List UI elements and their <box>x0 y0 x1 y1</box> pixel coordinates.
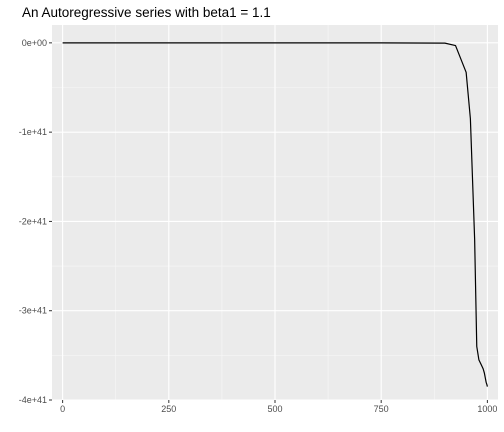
series-group <box>62 42 488 387</box>
y-axis-ticks: 0e+00 -1e+41 -2e+41 -3e+41 -4e+41 <box>19 38 52 405</box>
x-tick-label: 0 <box>60 404 65 414</box>
y-tick-label: -2e+41 <box>19 216 47 226</box>
series-line <box>62 42 488 387</box>
x-tick-label: 1000 <box>477 404 497 414</box>
y-tick-label: -3e+41 <box>19 306 47 316</box>
chart-title: An Autoregressive series with beta1 = 1.… <box>22 5 271 20</box>
y-tick-label: -1e+41 <box>19 127 47 137</box>
y-tick-label: 0e+00 <box>22 38 47 48</box>
x-tick-label: 250 <box>161 404 176 414</box>
y-tick-label: -4e+41 <box>19 395 47 405</box>
x-tick-label: 750 <box>374 404 389 414</box>
x-tick-label: 500 <box>267 404 282 414</box>
x-axis-ticks: 0 250 500 750 1000 <box>60 400 497 414</box>
